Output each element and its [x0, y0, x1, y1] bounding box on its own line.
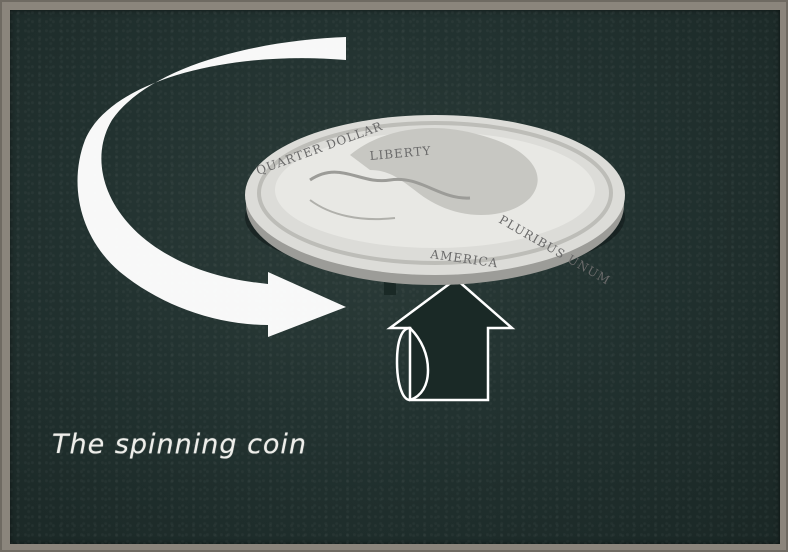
coin: QUARTER DOLLAR AMERICA LIBERTY PLURIBUS …	[245, 115, 625, 288]
curved-arrow-icon	[77, 37, 346, 337]
chalkboard: QUARTER DOLLAR AMERICA LIBERTY PLURIBUS …	[10, 10, 780, 544]
illustration: QUARTER DOLLAR AMERICA LIBERTY PLURIBUS …	[77, 37, 625, 402]
up-arrow-icon	[384, 277, 516, 402]
caption-text: The spinning coin	[52, 429, 308, 460]
coin-motto: LIBERTY	[369, 144, 432, 163]
